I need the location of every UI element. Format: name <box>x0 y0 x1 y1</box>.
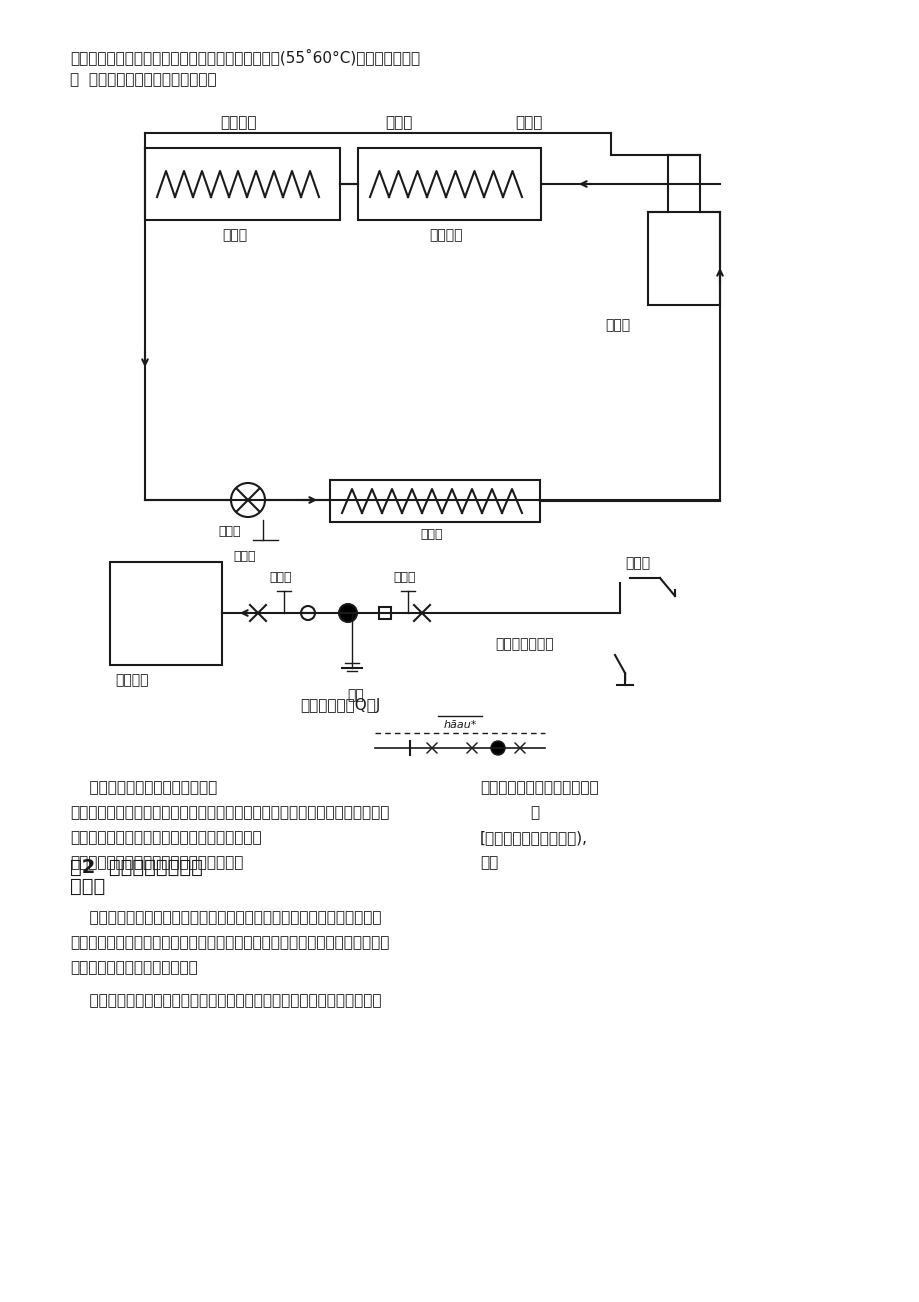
Bar <box>330 480 539 522</box>
Bar <box>647 212 720 305</box>
Text: 水经热回收器多次热交换，最终达到客户要求的水温(55˚60°C)。当热水温度达: 水经热回收器多次热交换，最终达到客户要求的水温(55˚60°C)。当热水温度达 <box>70 48 420 65</box>
Text: 用户通过热水阀自储存箱中提取: 用户通过热水阀自储存箱中提取 <box>70 780 217 796</box>
Text: 过滤器: 过滤器 <box>420 529 442 542</box>
Text: 水泵压力控制器: 水泵压力控制器 <box>494 637 553 651</box>
Bar <box>357 148 540 220</box>
Bar <box>379 607 391 618</box>
Text: 图2  热回收型冷水机组: 图2 热回收型冷水机组 <box>70 858 203 878</box>
Text: 了系统排入环境中的全部热量。: 了系统排入环境中的全部热量。 <box>70 960 198 975</box>
Text: 针对热回收器回收热量的多少，热回收又可以分为部分热回收和全部热回: 针对热回收器回收热量的多少，热回收又可以分为部分热回收和全部热回 <box>70 910 381 924</box>
Text: 热回收器: 热回收器 <box>429 228 462 242</box>
Bar <box>110 562 221 665</box>
Text: 运转，再次通过热回收器对储存箱的水进行解粽: 运转，再次通过热回收器对储存箱的水进行解粽 <box>70 829 261 845</box>
Text: 压力表: 压力表 <box>233 549 255 562</box>
Text: 自动补水，此时水温开始下降。当水温降到低于设定值时，热水循环泵自行启动: 自动补水，此时水温开始下降。当水温降到低于设定值时，热水循环泵自行启动 <box>70 805 389 820</box>
Text: [提是冷水机组在运行中),: [提是冷水机组在运行中), <box>480 829 587 845</box>
Text: 热水班: 热水班 <box>384 115 412 130</box>
Text: 闸阀: 闸阀 <box>346 687 363 702</box>
Text: 到  设定值时，循环水泵停止工作。: 到 设定值时，循环水泵停止工作。 <box>70 72 216 87</box>
Text: 膨胀阀: 膨胀阀 <box>218 525 240 538</box>
Text: 统原理: 统原理 <box>70 878 105 896</box>
Text: 收。其中，部分热回收只能回收冷水机组排放的部分热量，全部热回收基本回收: 收。其中，部分热回收只能回收冷水机组排放的部分热量，全部热回收基本回收 <box>70 935 389 950</box>
Text: 热水阀: 热水阀 <box>624 556 650 570</box>
Text: 冷却介质: 冷却介质 <box>220 115 256 130</box>
Text: 旦水箱中水位降低乖补水装置: 旦水箱中水位降低乖补水装置 <box>480 780 598 796</box>
Circle shape <box>231 483 265 517</box>
Text: 压缩机: 压缩机 <box>605 318 630 332</box>
Text: 这样就确保储存箱中的热水温度维持在相对: 这样就确保储存箱中的热水温度维持在相对 <box>70 855 244 870</box>
Text: 则: 则 <box>529 805 539 820</box>
Circle shape <box>338 604 357 622</box>
Bar <box>145 148 340 220</box>
Text: 压力表: 压力表 <box>268 572 291 585</box>
Text: 热回收器: 热回收器 <box>115 673 148 687</box>
Circle shape <box>491 741 505 755</box>
Text: 过滤器: 过滤器 <box>392 572 415 585</box>
Text: 内。: 内。 <box>480 855 498 870</box>
Text: 热水出: 热水出 <box>515 115 542 130</box>
Text: 通过热回收技术的应用，一方面减少了冷水机组运行过程中排放的大量余: 通过热回收技术的应用，一方面减少了冷水机组运行过程中排放的大量余 <box>70 993 381 1008</box>
Circle shape <box>301 605 314 620</box>
Text: 冷凝器: 冷凝器 <box>222 228 247 242</box>
Text: hāau*: hāau* <box>443 720 476 730</box>
Text: 补水装置广、Q；J: 补水装置广、Q；J <box>300 698 380 713</box>
